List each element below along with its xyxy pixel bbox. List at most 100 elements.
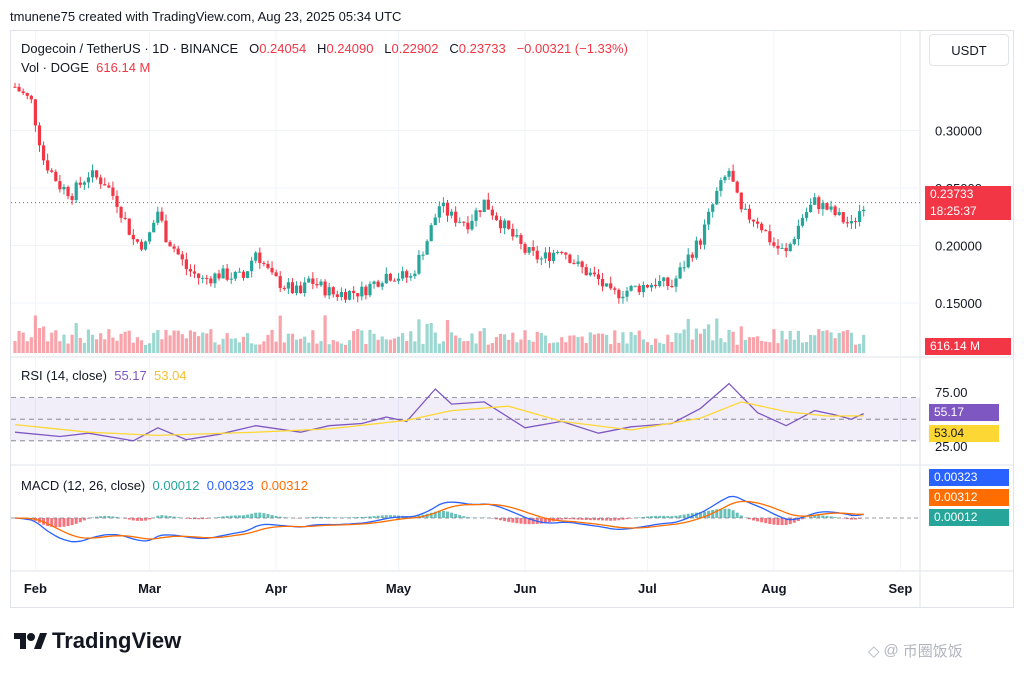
candles <box>13 82 866 304</box>
volume-bar <box>804 342 809 353</box>
candle-body <box>609 283 613 289</box>
candle-body <box>188 269 193 272</box>
candle-body <box>25 93 29 96</box>
macd-hist-bar <box>662 515 666 518</box>
candle-body <box>592 272 596 275</box>
candle-body <box>282 287 286 289</box>
volume-bar <box>29 337 33 353</box>
macd-tag: 0.00323 <box>929 469 1009 486</box>
macd-line <box>14 495 864 543</box>
volume-bar <box>458 337 462 353</box>
macd-hist-bar <box>168 516 172 518</box>
candle-body <box>625 290 629 297</box>
candle-body <box>857 211 862 222</box>
macd-hist-bar <box>343 517 347 518</box>
macd-hist-bar <box>511 518 515 523</box>
macd-hist-bar <box>854 518 858 520</box>
macd-hist-bar <box>311 516 315 518</box>
volume-bar <box>641 339 645 353</box>
volume-bar <box>380 336 384 353</box>
macd-hist-bar <box>543 518 547 523</box>
rsi-title[interactable]: RSI (14, close) <box>21 368 107 383</box>
macd-hist-bar <box>221 516 225 518</box>
volume-bar <box>372 333 376 353</box>
volume-bar <box>437 343 441 353</box>
volume-bar <box>743 339 747 353</box>
macd-hist-bar <box>135 518 139 521</box>
volume-bar <box>543 335 548 353</box>
macd-hist-bar <box>270 515 274 518</box>
chart-canvas[interactable]: 0.300000.250000.200000.15000FebMarAprMay… <box>11 31 1013 607</box>
candle-body <box>584 267 588 276</box>
volume-bar <box>376 339 380 353</box>
volume-bar <box>99 333 103 353</box>
candle-body <box>507 220 511 229</box>
candle-body <box>645 285 650 288</box>
candle-body <box>829 206 833 210</box>
volume-bar <box>135 337 140 353</box>
macd-hist-bar <box>384 515 388 518</box>
volume-bar <box>625 343 629 353</box>
watermark-icon: ◇ <box>868 642 880 660</box>
candle-body <box>821 203 825 210</box>
candle-body <box>152 222 156 233</box>
instrument-title[interactable]: Dogecoin / TetherUS · 1D · BINANCE <box>21 41 239 56</box>
macd-hist-bar <box>241 515 245 518</box>
candle-body <box>229 278 233 280</box>
x-tick-label: Feb <box>24 581 47 596</box>
macd-hist-bar <box>829 516 833 518</box>
macd-hist-bar <box>531 518 535 525</box>
candle-body <box>523 243 527 253</box>
volume-bar <box>486 344 490 353</box>
macd-title[interactable]: MACD (12, 26, close) <box>21 478 146 493</box>
candle-body <box>458 221 462 223</box>
macd-hist-bar <box>780 518 784 526</box>
candle-body <box>103 184 107 186</box>
candle-body <box>658 280 662 287</box>
macd-hist-bar <box>131 518 135 521</box>
currency-button[interactable]: USDT <box>929 34 1009 66</box>
volume-bar <box>13 341 17 353</box>
volume-bar <box>188 330 193 353</box>
candle-body <box>274 272 278 277</box>
candle-body <box>739 192 743 210</box>
rsi-tag: 55.17 <box>929 404 999 421</box>
x-tick-label: Mar <box>138 581 161 596</box>
candle-body <box>164 220 168 243</box>
tradingview-logo[interactable]: TradingView <box>12 628 181 654</box>
macd-hist-bar <box>711 510 715 518</box>
last-price-tag: 0.23733 18:25:37 <box>925 186 1011 220</box>
candle-body <box>17 86 21 92</box>
volume-bar <box>258 344 262 353</box>
macd-hist-bar <box>380 515 384 518</box>
volume-bar <box>250 343 254 353</box>
macd-hist-bar <box>821 515 825 518</box>
volume-bar <box>25 341 29 353</box>
candle-body <box>800 217 805 226</box>
macd-hist-bar <box>752 518 756 521</box>
candle-body <box>405 271 409 278</box>
candle-body <box>466 222 470 230</box>
volume-bar <box>352 331 356 353</box>
volume-bar <box>711 340 715 353</box>
candle-body <box>780 247 784 249</box>
volume-bar <box>527 339 531 353</box>
candle-body <box>13 86 17 88</box>
candle-body <box>486 199 490 210</box>
candle-body <box>498 220 503 229</box>
candle-body <box>768 231 772 243</box>
volume-bar <box>772 329 776 353</box>
candle-body <box>339 291 344 298</box>
macd-hist-bar <box>139 518 143 521</box>
candle-body <box>633 285 637 287</box>
volume-bar <box>776 343 780 353</box>
volume-bar <box>70 334 74 353</box>
macd-hist-bar <box>747 518 751 520</box>
volume-bar <box>123 331 127 353</box>
macd-hist-bar <box>433 511 437 518</box>
volume-bar <box>715 318 719 353</box>
volume-bar <box>41 326 46 353</box>
volume-bar <box>413 341 417 353</box>
macd-hist-bar <box>625 518 629 520</box>
volume-bar <box>694 328 698 353</box>
